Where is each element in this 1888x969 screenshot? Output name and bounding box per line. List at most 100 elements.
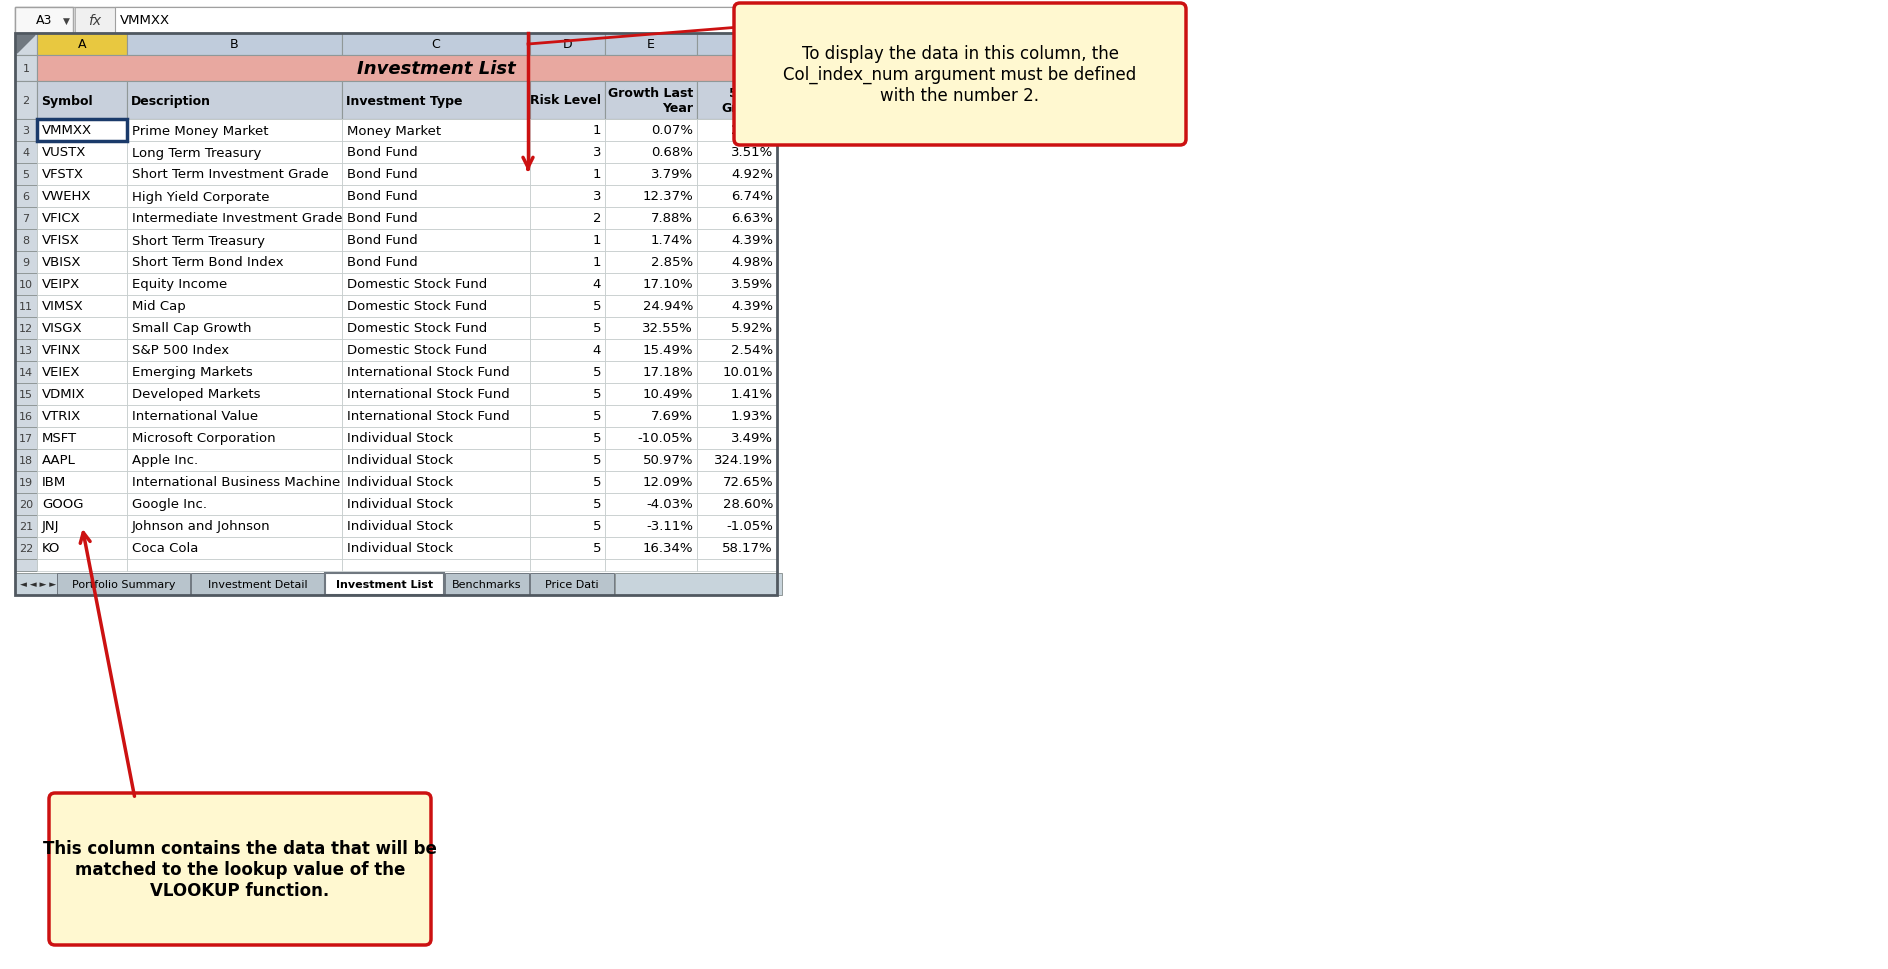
- Text: 3.49%: 3.49%: [731, 432, 772, 445]
- Text: Investment Type: Investment Type: [346, 94, 463, 108]
- Text: KO: KO: [42, 542, 60, 555]
- Bar: [342, 361, 531, 384]
- Text: 12: 12: [19, 324, 34, 333]
- Bar: [697, 406, 778, 427]
- Bar: [126, 361, 342, 384]
- Text: VFICX: VFICX: [42, 212, 81, 225]
- Bar: [604, 230, 697, 252]
- Text: 4: 4: [593, 278, 600, 292]
- Bar: [342, 186, 531, 207]
- Text: Bond Fund: Bond Fund: [347, 169, 417, 181]
- Bar: [531, 230, 604, 252]
- Bar: [126, 120, 342, 141]
- Bar: [38, 538, 126, 559]
- Text: 5: 5: [593, 410, 600, 423]
- Bar: [604, 493, 697, 516]
- Bar: [15, 34, 38, 56]
- Bar: [697, 141, 778, 164]
- Text: 3.79%: 3.79%: [651, 169, 693, 181]
- Bar: [126, 207, 342, 230]
- Bar: [126, 82, 342, 120]
- Bar: [604, 120, 697, 141]
- Bar: [342, 164, 531, 186]
- Bar: [531, 472, 604, 493]
- Text: -4.03%: -4.03%: [646, 498, 693, 511]
- Bar: [342, 207, 531, 230]
- Bar: [697, 252, 778, 273]
- Bar: [38, 252, 126, 273]
- Bar: [531, 34, 604, 56]
- Bar: [115, 8, 778, 34]
- Bar: [38, 296, 126, 318]
- Text: 58.17%: 58.17%: [723, 542, 772, 555]
- Text: 4.39%: 4.39%: [731, 300, 772, 313]
- Text: International Stock Fund: International Stock Fund: [347, 389, 510, 401]
- Bar: [697, 120, 778, 141]
- Text: VBISX: VBISX: [42, 256, 81, 269]
- Text: 18: 18: [19, 455, 34, 465]
- Bar: [15, 82, 38, 120]
- Text: 5.92%: 5.92%: [731, 322, 772, 335]
- Bar: [531, 273, 604, 296]
- Bar: [342, 296, 531, 318]
- Text: Investment Detail: Investment Detail: [208, 579, 308, 589]
- Bar: [446, 574, 529, 595]
- Text: VEIPX: VEIPX: [42, 278, 81, 292]
- Text: 24.94%: 24.94%: [642, 300, 693, 313]
- Bar: [531, 252, 604, 273]
- Text: A3: A3: [36, 15, 53, 27]
- Text: Johnson and Johnson: Johnson and Johnson: [132, 520, 270, 533]
- Text: 22: 22: [19, 544, 34, 553]
- Text: Domestic Stock Fund: Domestic Stock Fund: [347, 344, 487, 358]
- Bar: [325, 574, 444, 595]
- Bar: [38, 318, 126, 340]
- Text: 2.85%: 2.85%: [651, 256, 693, 269]
- Bar: [15, 120, 38, 141]
- Text: 19: 19: [19, 478, 34, 487]
- Text: 3: 3: [593, 146, 600, 159]
- Bar: [126, 230, 342, 252]
- Bar: [604, 164, 697, 186]
- Bar: [38, 164, 126, 186]
- Bar: [126, 186, 342, 207]
- Bar: [15, 230, 38, 252]
- Text: VMMXX: VMMXX: [121, 15, 170, 27]
- Text: VFSTX: VFSTX: [42, 169, 83, 181]
- Text: Intermediate Investment Grade: Intermediate Investment Grade: [132, 212, 342, 225]
- Text: Investment List: Investment List: [336, 579, 432, 589]
- Bar: [342, 427, 531, 450]
- Text: Apple Inc.: Apple Inc.: [132, 454, 198, 467]
- Bar: [604, 340, 697, 361]
- Bar: [126, 538, 342, 559]
- Bar: [38, 559, 126, 572]
- Bar: [38, 340, 126, 361]
- Text: 17.10%: 17.10%: [642, 278, 693, 292]
- Text: -3.11%: -3.11%: [646, 520, 693, 533]
- Text: Short Term Treasury: Short Term Treasury: [132, 234, 264, 247]
- Bar: [697, 427, 778, 450]
- Text: 12.09%: 12.09%: [642, 476, 693, 489]
- Text: 1: 1: [593, 256, 600, 269]
- Text: Bond Fund: Bond Fund: [347, 190, 417, 203]
- Text: 72.65%: 72.65%: [723, 476, 772, 489]
- Text: Domestic Stock Fund: Domestic Stock Fund: [347, 322, 487, 335]
- Text: 4: 4: [23, 148, 30, 158]
- Bar: [126, 164, 342, 186]
- Bar: [531, 207, 604, 230]
- Bar: [126, 141, 342, 164]
- Bar: [38, 34, 126, 56]
- Bar: [697, 340, 778, 361]
- Bar: [697, 230, 778, 252]
- Bar: [126, 493, 342, 516]
- Text: Domestic Stock Fund: Domestic Stock Fund: [347, 278, 487, 292]
- Bar: [15, 559, 38, 572]
- Text: 12.37%: 12.37%: [642, 190, 693, 203]
- Text: 10.01%: 10.01%: [723, 366, 772, 379]
- Bar: [342, 559, 531, 572]
- Bar: [15, 318, 38, 340]
- Bar: [15, 8, 778, 34]
- Text: High Yield Corporate: High Yield Corporate: [132, 190, 270, 203]
- Text: 10.49%: 10.49%: [642, 389, 693, 401]
- Bar: [15, 450, 38, 472]
- Bar: [38, 406, 126, 427]
